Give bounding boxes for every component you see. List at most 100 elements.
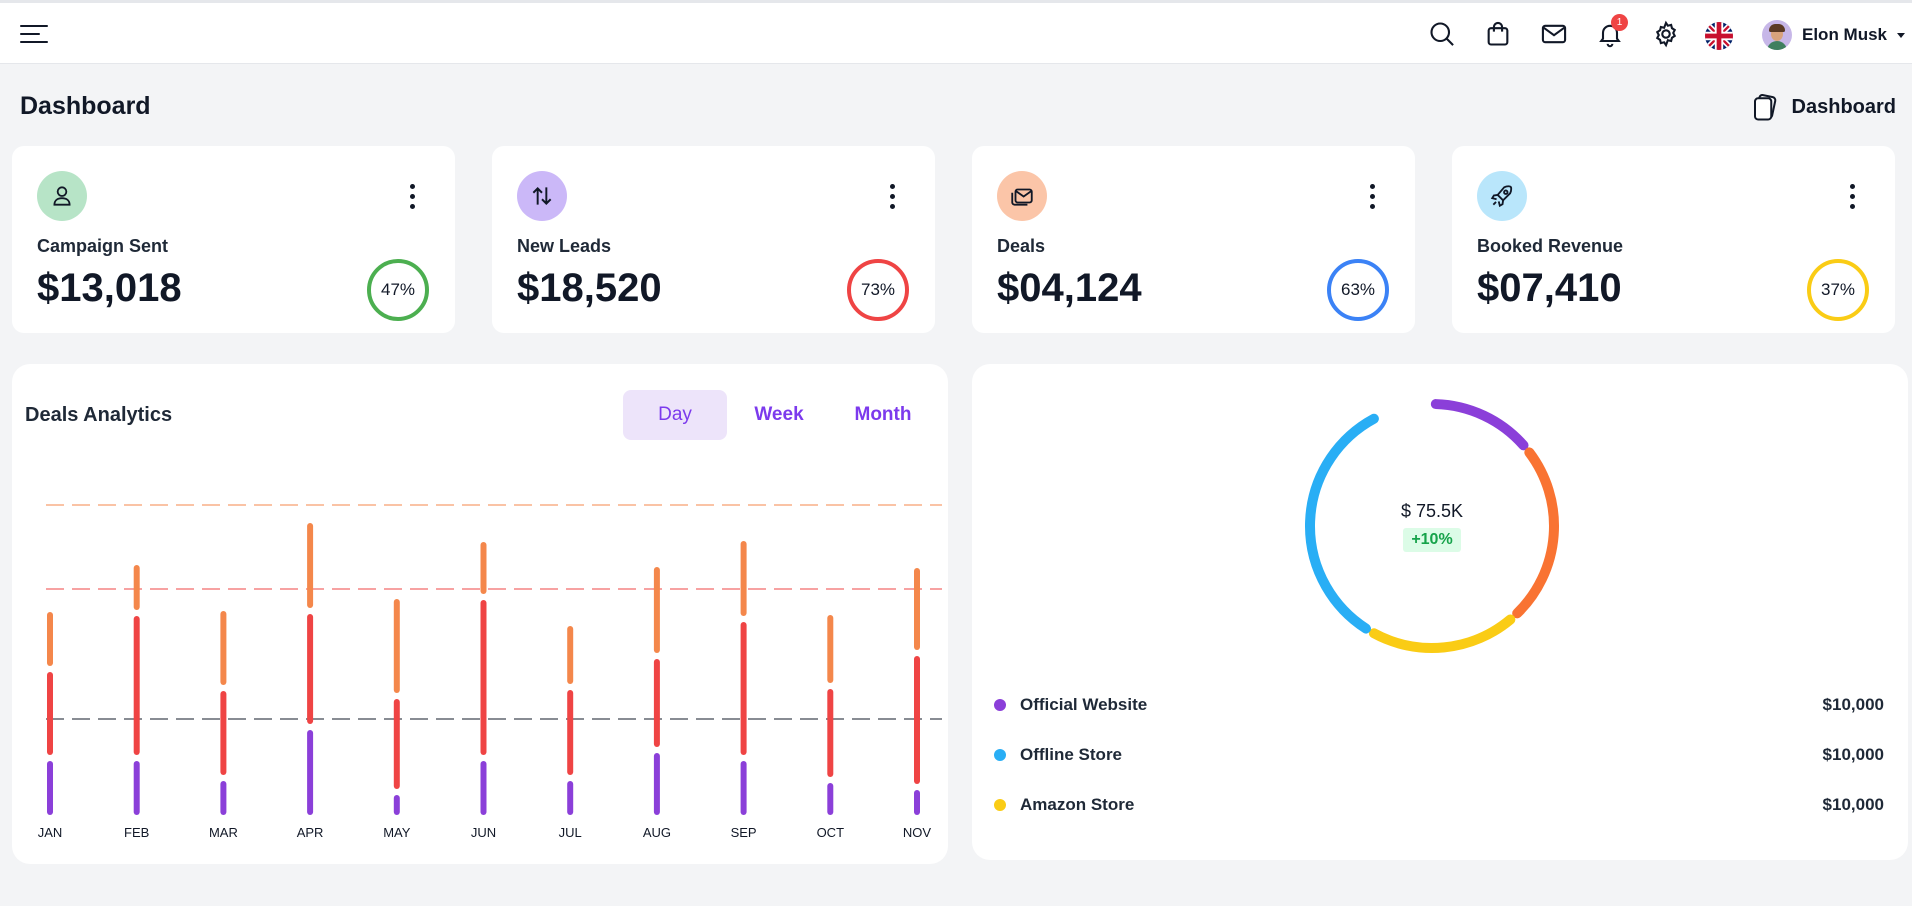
avatar bbox=[1762, 20, 1792, 50]
month-label: FEB bbox=[124, 825, 149, 840]
more-options-icon[interactable] bbox=[1847, 184, 1857, 210]
bar-segment[interactable] bbox=[220, 611, 227, 685]
legend-value: $10,000 bbox=[1822, 795, 1884, 814]
bar-segment[interactable] bbox=[307, 614, 314, 724]
bar-segment[interactable] bbox=[653, 753, 660, 815]
breadcrumb[interactable]: Dashboard bbox=[1750, 92, 1896, 122]
gear-icon[interactable] bbox=[1650, 18, 1682, 50]
donut-slice[interactable] bbox=[1512, 447, 1559, 619]
bar-segment[interactable] bbox=[740, 622, 747, 755]
bar-segment[interactable] bbox=[47, 761, 53, 815]
card-value: $04,124 bbox=[997, 266, 1142, 310]
menu-icon[interactable] bbox=[20, 23, 50, 45]
bar-segment[interactable] bbox=[47, 612, 53, 666]
user-menu[interactable]: Elon Musk bbox=[1762, 20, 1906, 50]
month-label: JAN bbox=[38, 825, 63, 840]
bar-segment[interactable] bbox=[827, 783, 834, 815]
chevron-down-icon bbox=[1897, 32, 1906, 38]
mail-icon[interactable] bbox=[1538, 18, 1570, 50]
bell-icon[interactable]: 1 bbox=[1594, 14, 1628, 50]
progress-ring: 63% bbox=[1327, 259, 1389, 321]
donut-total: $ 75.5K bbox=[1400, 500, 1464, 521]
deals-analytics-panel: Deals Analytics Day Week Month JAN FEB MAR… bbox=[12, 364, 948, 864]
bar-segment[interactable] bbox=[47, 672, 53, 755]
progress-ring: 37% bbox=[1807, 259, 1869, 321]
tab-week[interactable]: Week bbox=[754, 404, 804, 425]
bar-segment[interactable] bbox=[220, 781, 227, 815]
bar-segment[interactable] bbox=[567, 690, 574, 775]
month-label: JUN bbox=[471, 825, 496, 840]
legend-dot bbox=[994, 749, 1006, 761]
user-name: Elon Musk bbox=[1802, 25, 1888, 44]
card-value: $18,520 bbox=[517, 266, 662, 310]
bar-segment[interactable] bbox=[827, 615, 834, 683]
month-label: AUG bbox=[643, 825, 671, 840]
page-title: Dashboard bbox=[20, 92, 151, 120]
legend-value: $10,000 bbox=[1822, 745, 1884, 764]
bar-segment[interactable] bbox=[307, 523, 314, 608]
bar-segment[interactable] bbox=[393, 795, 400, 815]
legend-dot bbox=[994, 699, 1006, 711]
more-options-icon[interactable] bbox=[887, 184, 897, 210]
more-options-icon[interactable] bbox=[407, 184, 417, 210]
stat-card-deals: Deals $04,124 63% bbox=[972, 146, 1415, 333]
bar-segment[interactable] bbox=[740, 761, 747, 815]
bar-segment[interactable] bbox=[827, 689, 834, 777]
bar-segment[interactable] bbox=[914, 790, 920, 815]
shopping-bag-icon[interactable] bbox=[1482, 18, 1514, 50]
bar-segment[interactable] bbox=[653, 567, 660, 653]
bar-segment[interactable] bbox=[740, 541, 747, 616]
card-label: Campaign Sent bbox=[37, 236, 169, 256]
legend-item: Amazon Store $10,000 bbox=[994, 792, 1884, 818]
bar-segment[interactable] bbox=[393, 599, 400, 693]
legend-name: Official Website bbox=[1020, 695, 1148, 714]
card-label: Booked Revenue bbox=[1477, 236, 1624, 256]
tab-day[interactable]: Day bbox=[623, 390, 727, 440]
donut-slice[interactable] bbox=[1430, 399, 1529, 451]
mail-stack-icon bbox=[997, 171, 1047, 221]
pages-icon bbox=[1753, 94, 1776, 121]
uk-flag-icon[interactable] bbox=[1705, 22, 1733, 50]
top-bar: 1 Elon Musk bbox=[0, 0, 1912, 64]
donut-slice[interactable] bbox=[1305, 413, 1379, 634]
month-label: MAR bbox=[209, 825, 238, 840]
month-label: JUL bbox=[559, 825, 582, 840]
bar-segment[interactable] bbox=[480, 761, 487, 815]
card-label: Deals bbox=[997, 236, 1046, 256]
user-icon bbox=[37, 171, 87, 221]
legend-item: Official Website $10,000 bbox=[994, 692, 1884, 718]
bar-segment[interactable] bbox=[220, 691, 227, 775]
month-label: NOV bbox=[903, 825, 932, 840]
donut-slice[interactable] bbox=[1368, 614, 1516, 653]
bar-segment[interactable] bbox=[133, 565, 140, 610]
bar-segment[interactable] bbox=[133, 761, 140, 815]
bar-segment[interactable] bbox=[393, 699, 400, 789]
deals-bar-chart: JAN FEB MAR APR MAY JUN JUL AUG SEP OCT NOV bbox=[38, 504, 942, 840]
bar-segment[interactable] bbox=[480, 542, 487, 594]
card-value: $13,018 bbox=[37, 266, 182, 310]
rocket-icon bbox=[1477, 171, 1527, 221]
donut-change-badge: +10% bbox=[1403, 527, 1461, 552]
stat-card-campaign-sent: Campaign Sent $13,018 47% bbox=[12, 146, 455, 333]
month-label: OCT bbox=[817, 825, 845, 840]
bar-segment[interactable] bbox=[567, 781, 574, 815]
more-options-icon[interactable] bbox=[1367, 184, 1377, 210]
bar-segment[interactable] bbox=[480, 600, 487, 755]
sales-sources-panel: $ 75.5K +10% Official Website $10,000 Of… bbox=[972, 364, 1908, 860]
bar-segment[interactable] bbox=[567, 626, 574, 684]
panel-title: Deals Analytics bbox=[25, 404, 173, 426]
legend-item: Offline Store $10,000 bbox=[994, 742, 1884, 768]
progress-ring: 47% bbox=[367, 259, 429, 321]
swap-vertical-icon bbox=[517, 171, 567, 221]
legend-dot bbox=[994, 799, 1006, 811]
tab-month[interactable]: Month bbox=[854, 404, 912, 425]
bar-segment[interactable] bbox=[914, 656, 920, 784]
progress-ring: 73% bbox=[847, 259, 909, 321]
bar-segment[interactable] bbox=[307, 730, 314, 815]
bar-segment[interactable] bbox=[914, 568, 920, 650]
bar-segment[interactable] bbox=[133, 616, 140, 755]
stat-card-new-leads: New Leads $18,520 73% bbox=[492, 146, 935, 333]
month-label: APR bbox=[297, 825, 324, 840]
search-icon[interactable] bbox=[1426, 18, 1458, 50]
bar-segment[interactable] bbox=[653, 659, 660, 747]
